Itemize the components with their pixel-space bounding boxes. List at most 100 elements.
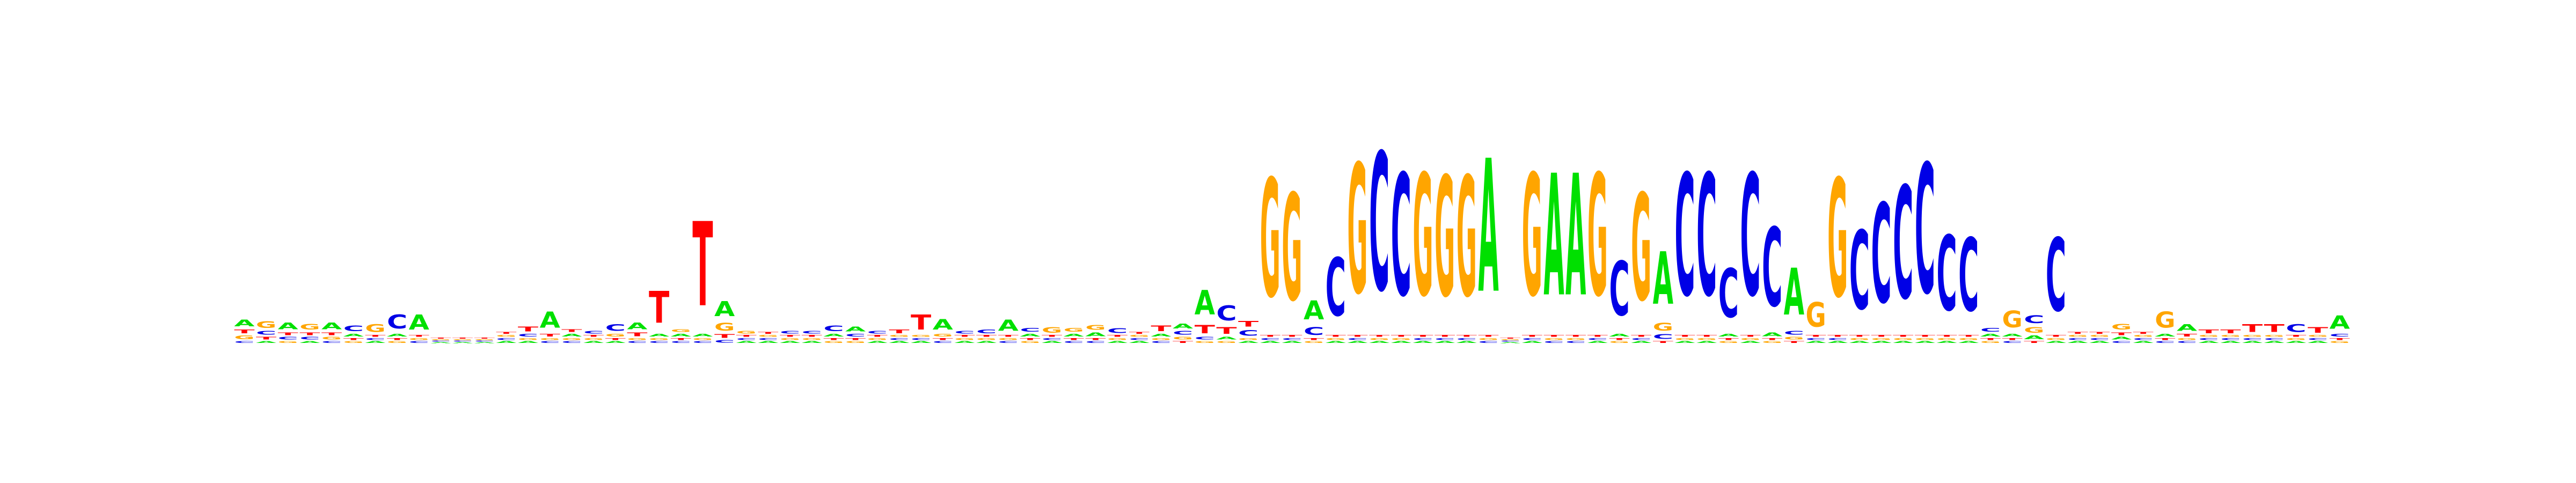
logo-letter-g-pos-22: G [692,338,713,341]
logo-letter-c-pos-70: C [1740,140,1760,334]
logo-letter-g-pos-17: G [583,338,604,341]
logo-letter-t-pos-16: T [561,328,582,333]
logo-letter-c-pos-72: C [1784,330,1804,336]
logo-letter-t-pos-24: T [736,334,757,338]
logo-letter-g-pos-52: G [1347,127,1367,334]
logo-letter-a-pos-84: A [2046,340,2066,343]
logo-letter-c-pos-22: C [692,340,713,343]
logo-letter-a-pos-30: A [867,340,888,343]
logo-letter-c-pos-75: C [1849,209,1870,334]
logo-letter-c-pos-30: C [867,330,888,334]
logo-letter-t-pos-90: T [2177,333,2198,338]
logo-letter-t-pos-31: T [889,328,910,334]
logo-letter-t-pos-64: T [1609,338,1629,341]
logo-letter-g-pos-40: G [1085,324,1106,332]
logo-letter-t-pos-84: T [2046,334,2066,338]
logo-letter-a-pos-77: A [1893,340,1913,343]
logo-letter-t-pos-72: T [1784,341,1804,344]
logo-letter-g-pos-13: G [496,334,516,338]
logo-letter-t-pos-12: T [474,338,495,339]
logo-letter-a-pos-47: A [1238,340,1258,343]
logo-letter-t-pos-73: T [1805,334,1826,338]
logo-letter-a-pos-46: A [1216,336,1237,340]
logo-letter-g-pos-14: G [518,338,538,341]
logo-letter-c-pos-12: C [474,340,495,342]
logo-letter-c-pos-93: C [2242,338,2263,341]
logo-letter-c-pos-39: C [1064,340,1084,343]
logo-letter-a-pos-24: A [736,340,757,343]
logo-letter-t-pos-19: T [627,332,648,338]
logo-letter-t-pos-87: T [2111,332,2132,336]
logo-letter-a-pos-28: A [823,333,844,338]
logo-letter-t-pos-17: T [583,334,604,338]
logo-letter-c-pos-66: C [1653,333,1673,340]
logo-letter-c-pos-41: C [1107,327,1128,334]
logo-letter-c-pos-31: C [889,338,909,341]
logo-letter-g-pos-10: G [430,339,451,341]
logo-letter-a-pos-92: A [2220,340,2241,343]
logo-letter-t-pos-66: T [1653,341,1673,344]
logo-letter-a-pos-1: A [234,318,255,329]
logo-letter-g-pos-45: G [1195,340,1215,343]
logo-letter-t-pos-26: T [780,334,800,338]
logo-letter-g-pos-88: G [2133,334,2154,338]
logo-letter-g-pos-2: G [256,320,276,330]
logo-letter-a-pos-37: A [1020,333,1041,338]
logo-letter-a-pos-32: A [911,340,931,343]
logo-letter-a-pos-76: A [1871,340,1891,343]
logo-letter-t-pos-95: T [2286,334,2306,338]
logo-letter-c-pos-83: C [2024,314,2044,326]
logo-letter-a-pos-26: A [780,340,800,343]
logo-letter-g-pos-48: G [1260,145,1280,334]
logo-letter-c-pos-2: C [256,330,276,336]
logo-letter-g-pos-9: G [409,338,429,341]
logo-letter-g-pos-69: G [1718,340,1739,343]
logo-letter-t-pos-1: T [234,328,255,334]
logo-letter-g-pos-32: G [911,334,931,338]
logo-letter-a-pos-6: A [343,333,364,338]
logo-letter-a-pos-55: A [1413,340,1433,343]
logo-letter-t-pos-3: T [278,332,299,336]
logo-letter-a-pos-95: A [2286,340,2306,343]
logo-letter-a-pos-39: A [1064,333,1085,338]
logo-letter-g-pos-87: G [2111,323,2132,332]
logo-letter-a-pos-25: A [758,340,778,343]
logo-letter-g-pos-16: G [561,338,582,341]
logo-letter-g-pos-95: G [2286,338,2306,341]
logo-letter-a-pos-89: A [2155,333,2176,338]
logo-letter-g-pos-64: G [1609,340,1629,343]
logo-letter-a-pos-70: A [1740,340,1760,343]
logo-letter-t-pos-2: T [256,336,277,340]
logo-letter-t-pos-9: T [409,334,429,338]
logo-letter-t-pos-63: T [1587,334,1608,338]
logo-letter-c-pos-62: C [1565,340,1586,343]
logo-letter-t-pos-36: T [998,334,1019,338]
logo-letter-a-pos-62: A [1565,139,1586,334]
logo-letter-c-pos-46: C [1216,302,1236,325]
logo-letter-c-pos-55: C [1413,338,1433,341]
logo-letter-c-pos-27: C [802,330,822,334]
logo-letter-c-pos-61: C [1543,340,1564,343]
logo-letter-g-pos-81: G [1980,340,2001,343]
logo-letter-t-pos-86: T [2089,332,2110,335]
logo-letter-c-pos-79: C [1936,215,1957,334]
logo-letter-g-pos-50: G [1304,340,1324,343]
logo-letter-a-pos-17: A [583,340,604,343]
logo-letter-t-pos-75: T [1849,334,1870,338]
logo-letter-g-pos-29: G [845,340,866,343]
logo-letter-a-pos-85: A [2068,340,2088,343]
logo-letter-g-pos-36: G [998,338,1019,341]
logo-letter-a-pos-54: A [1391,340,1411,343]
logo-letter-g-pos-43: G [1151,338,1171,341]
logo-letter-t-pos-81: T [1980,338,2001,341]
logo-letter-c-pos-5: C [321,340,342,343]
logo-letter-t-pos-70: T [1740,334,1760,338]
logo-letter-g-pos-11: G [452,339,473,341]
logo-letter-c-pos-50: C [1304,326,1324,338]
logo-letter-g-pos-68: G [1696,338,1717,341]
logo-letter-g-pos-44: G [1173,336,1193,340]
logo-letter-g-pos-3: G [278,340,298,343]
logo-letter-c-pos-90: C [2177,340,2197,343]
logo-letter-c-pos-33: C [933,340,953,343]
logo-letter-g-pos-33: G [933,333,953,337]
